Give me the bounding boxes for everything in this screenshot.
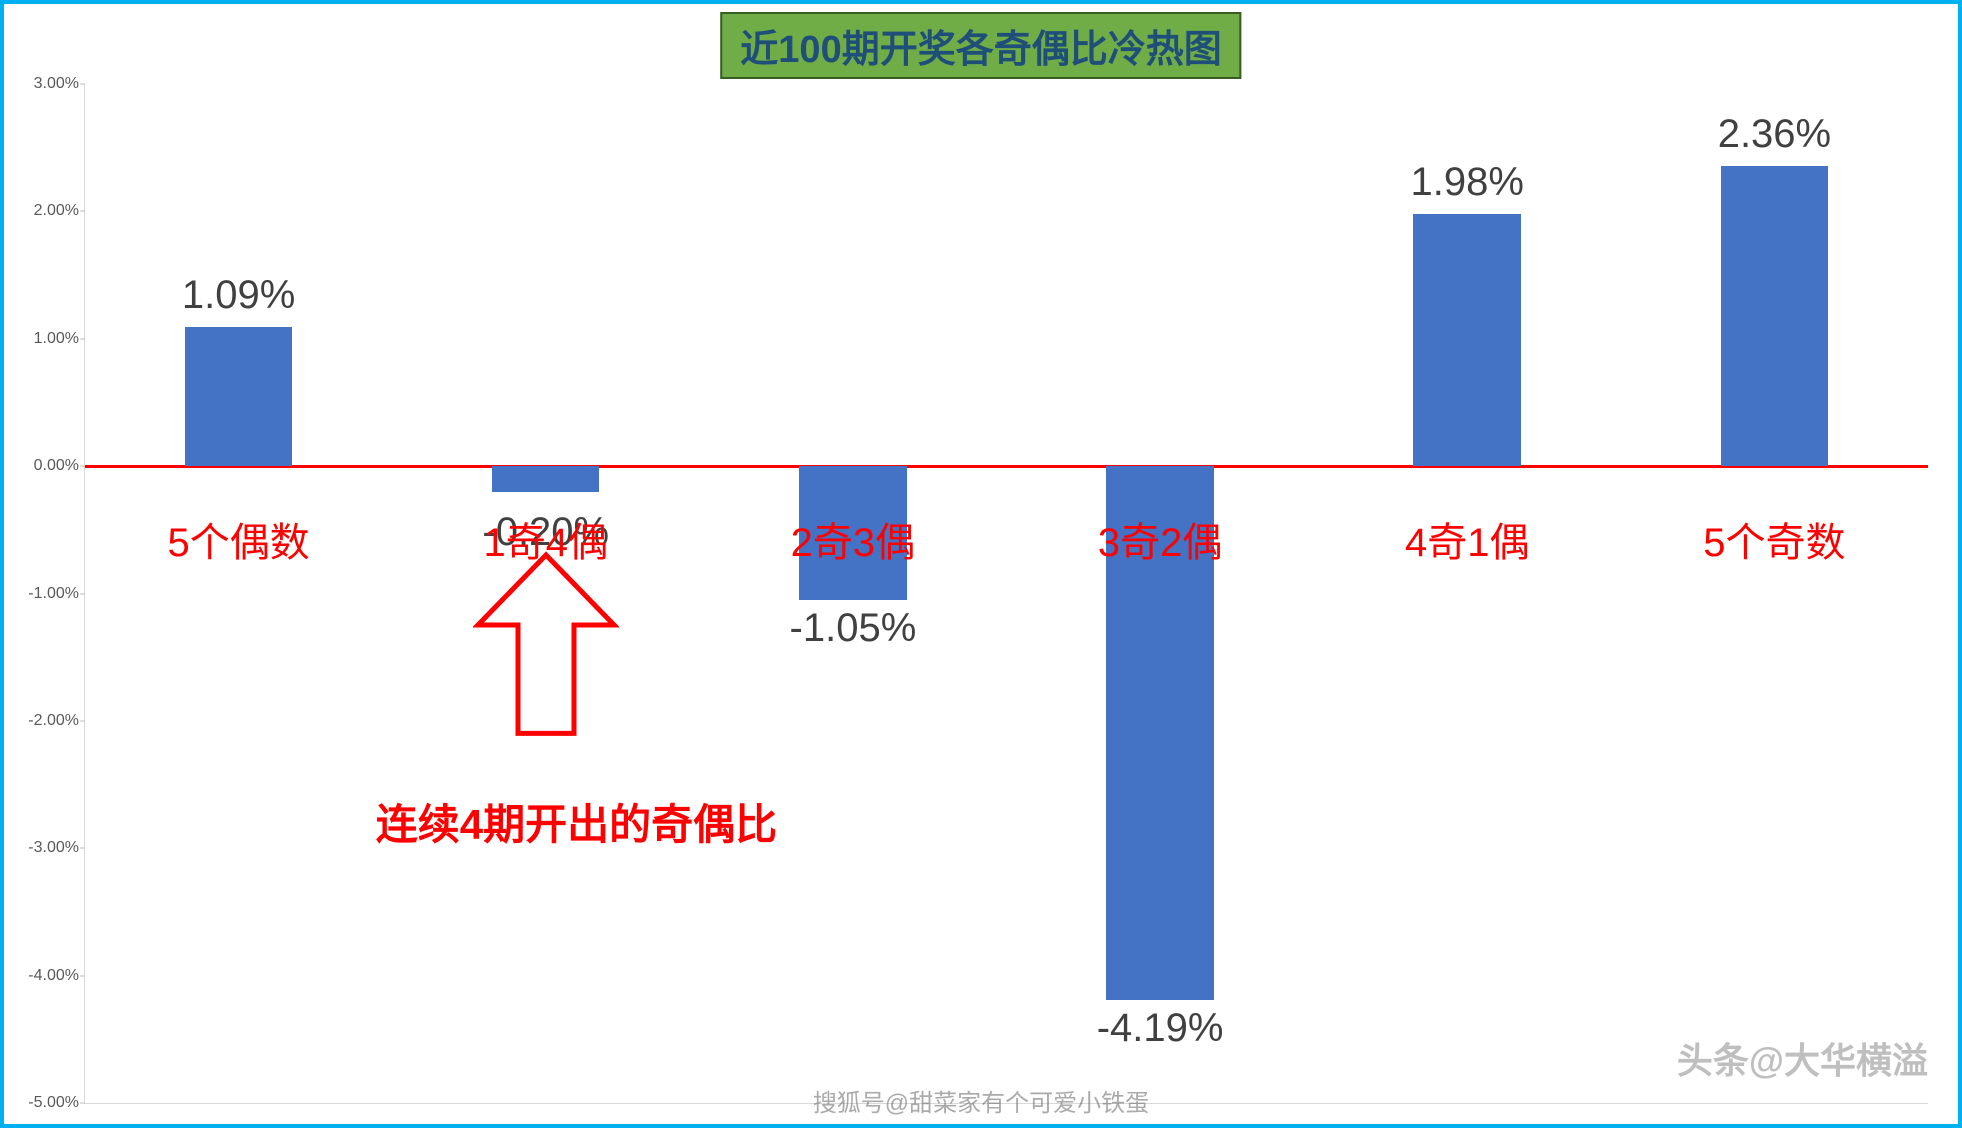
chart-title: 近100期开奖各奇偶比冷热图 <box>720 12 1241 79</box>
bar <box>1721 166 1829 467</box>
ytick-label: 0.00% <box>34 457 79 475</box>
ytick-mark <box>80 84 85 85</box>
ytick-mark <box>80 1103 85 1104</box>
data-label: -1.05% <box>790 606 917 651</box>
ytick-mark <box>80 593 85 594</box>
ytick-mark <box>80 975 85 976</box>
ytick-label: -4.00% <box>28 967 79 985</box>
ytick-mark <box>80 211 85 212</box>
zero-line <box>85 465 1928 468</box>
bar <box>1413 214 1521 466</box>
arrow-icon <box>473 550 619 738</box>
annotation-text: 连续4期开出的奇偶比 <box>376 791 777 852</box>
ytick-label: -3.00% <box>28 839 79 857</box>
ytick-mark <box>80 848 85 849</box>
ytick-label: -1.00% <box>28 585 79 603</box>
ytick-mark <box>80 720 85 721</box>
ytick-label: -5.00% <box>28 1094 79 1112</box>
category-label: 4奇1偶 <box>1405 510 1530 568</box>
category-label: 3奇2偶 <box>1098 510 1223 568</box>
ytick-label: -2.00% <box>28 712 79 730</box>
watermark-bottom: 搜狐号@甜菜家有个可爱小铁蛋 <box>813 1083 1149 1118</box>
bar <box>492 466 600 491</box>
ytick-label: 3.00% <box>34 75 79 93</box>
data-label: 1.98% <box>1411 160 1524 205</box>
data-label: 1.09% <box>182 273 295 318</box>
ytick-mark <box>80 338 85 339</box>
data-label: 2.36% <box>1718 112 1831 157</box>
category-label: 2奇3偶 <box>791 510 916 568</box>
category-label: 5个奇数 <box>1703 510 1845 568</box>
category-label: 5个偶数 <box>167 510 309 568</box>
bar <box>185 327 293 466</box>
watermark-topright: 头条@大华横溢 <box>1677 1032 1928 1084</box>
chart-frame: 近100期开奖各奇偶比冷热图 -5.00%-4.00%-3.00%-2.00%-… <box>0 0 1962 1128</box>
plot-area: -5.00%-4.00%-3.00%-2.00%-1.00%0.00%1.00%… <box>84 84 1928 1104</box>
data-label: -4.19% <box>1097 1006 1224 1051</box>
ytick-label: 1.00% <box>34 330 79 348</box>
ytick-label: 2.00% <box>34 202 79 220</box>
